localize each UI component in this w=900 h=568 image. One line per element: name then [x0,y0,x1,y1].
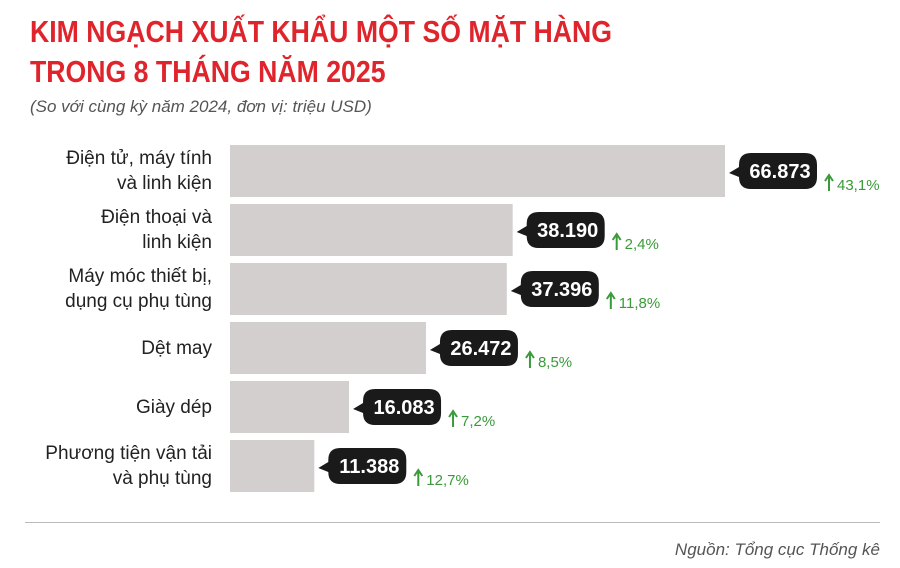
value-callout [729,153,817,189]
bar [230,204,513,256]
value-callout [510,271,599,307]
source-note: Nguồn: Tổng cục Thống kê [674,540,880,559]
bar [230,263,507,315]
value-label: 26.472 [450,338,511,360]
bar [230,322,426,374]
growth-label: 8,5% [538,354,572,371]
value-label: 16.083 [373,397,434,419]
growth-label: 43,1% [837,177,880,194]
chart-title: KIM NGẠCH XUẤT KHẨU MỘT SỐ MẶT HÀNG TRON… [30,14,613,89]
value-label: 66.873 [749,161,810,183]
category-label: Dệt may [141,337,212,359]
growth-arrow [448,409,458,427]
growth-label: 11,8% [619,295,660,312]
value-callout [516,212,605,248]
category-label: Phương tiện vận tải và phụ tùng [45,443,212,489]
category-label: Điện tử, máy tính và linh kiện [66,148,212,194]
category-label: Điện thoại và linh kiện [101,207,212,253]
bar [230,145,725,197]
value-label: 11.388 [339,456,399,478]
growth-label: 7,2% [461,413,495,430]
growth-arrow [611,232,622,250]
growth-arrow [824,173,834,191]
category-label: Giày dép [135,396,212,418]
bar [230,381,350,433]
category-label: Máy móc thiết bị, dụng cụ phụ tùng [65,266,212,312]
growth-label: 12,7% [426,472,469,489]
value-callout [318,448,407,484]
value-label: 38.190 [537,220,598,242]
bar [230,440,315,492]
value-callout [353,389,442,425]
value-label: 37.396 [531,279,592,301]
growth-arrow [413,468,424,486]
value-callout [429,330,518,366]
separator [25,522,880,523]
chart-subtitle: (So với cùng kỳ năm 2024, đơn vị: triệu … [30,97,372,116]
growth-arrow [525,350,535,368]
growth-arrow [605,291,616,309]
growth-label: 2,4% [625,236,659,253]
